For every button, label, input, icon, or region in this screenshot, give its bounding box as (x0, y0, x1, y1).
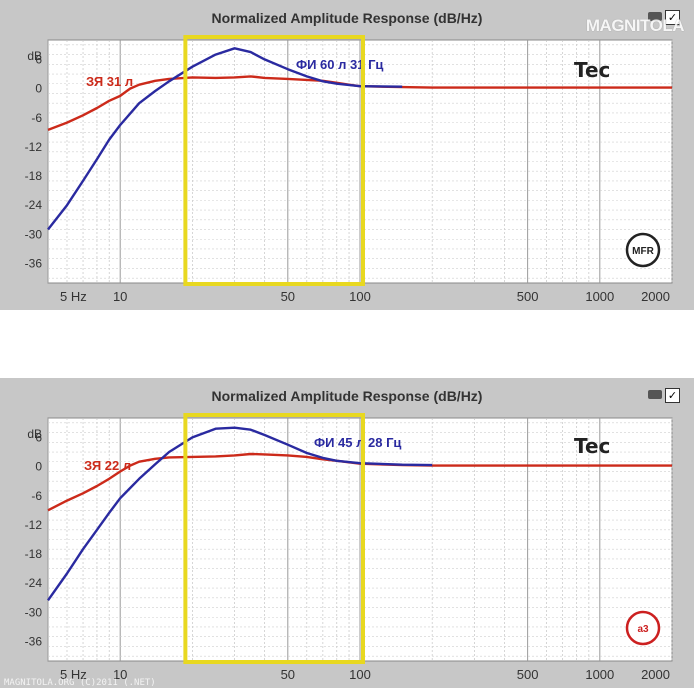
chart-plot-bottom: 6 0 -6 -12 -18 -24 -30 -36 dB 5 Hz 10 50 100 500 1000 2… (25, 413, 673, 682)
series-line-bass-reflex (47, 47, 403, 231)
x-tick-label: 2000 (641, 289, 670, 304)
series-label-bass-reflex: ФИ 60 л 31 Гц (296, 57, 383, 72)
x-tick-label: 100 (349, 289, 371, 304)
chart-panel-top: Normalized Amplitude Response (dB/Hz) ✓ … (0, 0, 694, 310)
badge-logo (625, 232, 661, 268)
series-label-closed-box: ЗЯ 22 л (84, 458, 131, 473)
y-tick-label: -18 (25, 547, 43, 561)
x-tick-label: 500 (517, 667, 539, 682)
x-tick-label: 5 Hz (60, 667, 87, 682)
y-tick-label: -30 (25, 227, 43, 241)
watermark-logo: MAGNITOLA (585, 16, 685, 35)
legend-checkbox[interactable]: ✓ (665, 388, 680, 403)
y-tick-label: 6 (35, 52, 42, 66)
x-tick-label: 10 (113, 667, 127, 682)
y-tick-label: -24 (25, 198, 43, 212)
x-tick-label: 1000 (585, 289, 614, 304)
y-tick-label: -12 (25, 518, 43, 532)
badge-text: MFR (632, 246, 654, 257)
y-tick-label: -36 (25, 257, 43, 271)
brand-label: Tec (574, 434, 611, 458)
y-tick-label: -30 (25, 605, 43, 619)
y-tick-label: -24 (25, 576, 43, 590)
y-axis-label: dB (27, 49, 42, 63)
series-label-bass-reflex: ФИ 45 л 28 Гц (314, 435, 401, 450)
y-tick-label: -18 (25, 169, 43, 183)
legend-checkbox[interactable]: ✓ (665, 10, 680, 25)
y-tick-label: 0 (35, 82, 42, 96)
y-tick-label: 6 (35, 430, 42, 444)
brand-label: Tec (574, 58, 611, 82)
speaker-icon[interactable] (648, 12, 662, 21)
chart-title: Normalized Amplitude Response (dB/Hz) (211, 10, 483, 26)
x-tick-label: 500 (517, 289, 539, 304)
y-axis-label: dB (27, 427, 42, 441)
highlight-box (183, 413, 365, 664)
x-tick-label: 2000 (641, 667, 670, 682)
badge-text: a3 (637, 624, 649, 635)
x-tick-label: 10 (113, 289, 127, 304)
speaker-icon[interactable] (648, 390, 662, 399)
y-tick-label: -6 (31, 489, 42, 503)
y-tick-label: -6 (31, 111, 42, 125)
badge-logo (625, 610, 661, 646)
x-tick-label: 1000 (585, 667, 614, 682)
footer-watermark: MAGNITOLA.ORG (C)2011 (.NET) (4, 678, 156, 688)
x-tick-label: 50 (281, 667, 295, 682)
chart-plot-top: 6 0 -6 -12 -18 -24 -30 -36 dB 5 Hz 10 50 100 500 1000 2… (25, 35, 673, 304)
y-tick-label: 0 (35, 460, 42, 474)
x-tick-label: 100 (349, 667, 371, 682)
y-grid (48, 44, 672, 279)
series-line-bass-reflex (47, 426, 433, 601)
x-tick-label: 50 (281, 289, 295, 304)
x-tick-label: 5 Hz (60, 289, 87, 304)
series-label-closed-box: ЗЯ 31 л (86, 74, 133, 89)
y-grid (48, 422, 672, 657)
y-tick-label: -12 (25, 140, 43, 154)
chart-panel-bottom: Normalized Amplitude Response (dB/Hz) ✓ … (0, 378, 694, 688)
y-tick-label: -36 (25, 635, 43, 649)
chart-title: Normalized Amplitude Response (dB/Hz) (211, 388, 483, 404)
highlight-box (183, 35, 365, 286)
